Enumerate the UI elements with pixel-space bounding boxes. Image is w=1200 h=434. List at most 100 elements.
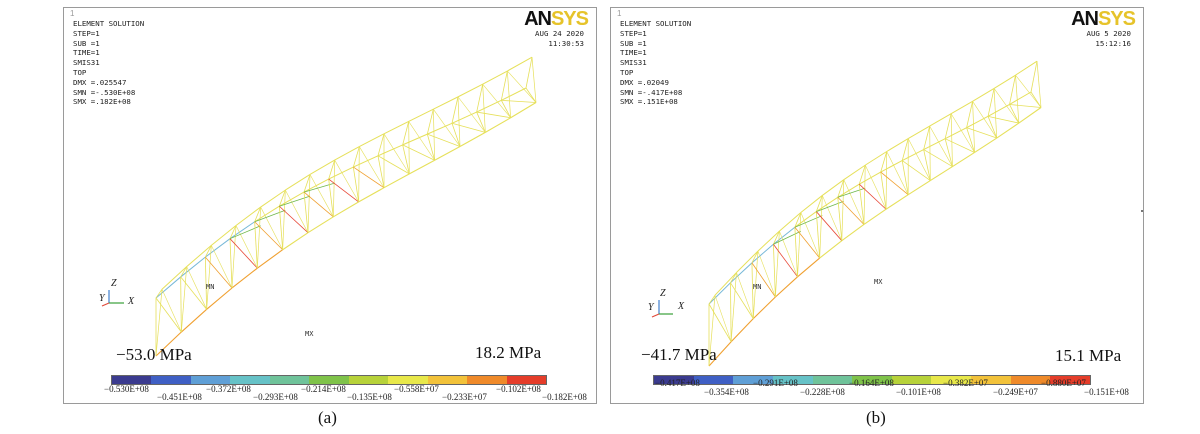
truss-member — [863, 165, 866, 225]
truss-member — [730, 272, 737, 284]
truss-member — [751, 262, 754, 319]
truss-member — [427, 133, 461, 147]
mx-marker: MX — [874, 278, 883, 286]
truss-member — [1018, 107, 1042, 124]
truss-member — [328, 159, 336, 180]
legend-color-swatch — [971, 376, 1011, 384]
truss-member — [229, 225, 237, 239]
legend-color-swatch — [812, 376, 853, 384]
axis-z-label: Z — [111, 278, 117, 289]
truss-member — [205, 238, 231, 258]
axis-triad — [651, 300, 673, 318]
truss-member — [457, 96, 486, 133]
truss-member — [987, 104, 1010, 117]
truss-member — [794, 212, 802, 228]
truss-member — [708, 294, 716, 305]
truss-member — [880, 171, 887, 210]
truss-member — [708, 295, 716, 367]
truss-member — [451, 111, 477, 124]
truss-member — [155, 297, 182, 333]
truss-member — [432, 109, 436, 161]
legend-color-swatch — [269, 376, 310, 384]
truss-member — [333, 201, 359, 218]
truss-member — [797, 212, 802, 277]
truss-member — [507, 70, 537, 103]
axis-triad — [101, 290, 124, 307]
legend-color-swatch — [852, 376, 892, 384]
legend-color-swatch — [931, 376, 972, 384]
truss-member — [841, 224, 865, 242]
info-line: STEP=1 — [73, 28, 100, 38]
legend-color-swatch — [309, 376, 349, 384]
truss-member — [506, 70, 512, 118]
truss-member — [358, 187, 385, 203]
legend-label: −0.293E+08 — [253, 392, 298, 402]
truss-member — [996, 122, 1020, 139]
legend-label: −0.102E+08 — [496, 384, 541, 394]
truss-member — [254, 205, 280, 223]
truss-member — [254, 221, 283, 251]
truss-member — [730, 272, 737, 342]
truss-member — [328, 179, 334, 217]
truss-member — [987, 115, 1019, 124]
truss-member — [923, 149, 953, 167]
truss-member — [155, 288, 163, 299]
truss-member — [993, 88, 1020, 124]
legend-color-swatch — [230, 376, 270, 384]
truss-member — [779, 212, 802, 232]
truss-member — [837, 197, 843, 241]
truss-member — [880, 151, 888, 173]
date-text: AUG 24 2020 — [535, 29, 584, 38]
mx-marker: MX — [305, 330, 314, 338]
truss-member — [525, 57, 533, 89]
truss-member — [451, 96, 459, 124]
truss-member — [459, 131, 486, 147]
truss-member — [929, 125, 953, 167]
truss-member — [180, 276, 182, 333]
truss-member — [426, 134, 436, 161]
truss-member — [819, 240, 843, 259]
truss-member — [204, 245, 212, 258]
legend-label: −0.382E+07 — [943, 378, 988, 388]
truss-member — [433, 109, 461, 147]
legend-label: −0.151E+08 — [1084, 387, 1129, 397]
legend-color-swatch — [388, 376, 428, 384]
truss-member — [773, 230, 780, 245]
contour-legend-bar — [653, 375, 1091, 385]
truss-member — [377, 155, 410, 175]
truss-member — [180, 266, 188, 278]
truss-member — [482, 84, 486, 133]
truss-member — [186, 266, 207, 310]
legend-color-swatch — [733, 376, 773, 384]
truss-member — [501, 87, 527, 101]
legend-color-swatch — [772, 376, 813, 384]
info-line: SMN =-.530E+08 — [73, 87, 136, 97]
truss-member — [285, 189, 309, 233]
truss-member — [359, 133, 385, 148]
truss-member — [353, 166, 385, 189]
truss-member — [822, 179, 845, 196]
truss-member — [1009, 75, 1016, 105]
truss-member — [708, 282, 731, 305]
truss-member — [950, 100, 973, 115]
truss-member — [309, 159, 335, 175]
min-stress-label: −41.7 MPa — [641, 345, 717, 364]
truss-member — [229, 225, 261, 240]
truss-member — [211, 225, 237, 246]
truss-member — [383, 133, 410, 175]
truss-member — [500, 100, 512, 118]
legend-color-swatch — [112, 376, 152, 384]
truss-member — [402, 133, 428, 146]
truss-member — [1036, 61, 1042, 108]
truss-member — [1015, 60, 1038, 76]
truss-member — [987, 88, 995, 117]
truss-member — [815, 195, 823, 212]
legend-label: −0.530E+08 — [104, 384, 149, 394]
truss-member — [822, 195, 843, 241]
truss-member — [303, 191, 334, 218]
truss-member — [377, 144, 403, 157]
truss-member — [950, 113, 953, 167]
truss-member — [482, 84, 511, 118]
truss-member — [730, 318, 754, 343]
truss-member — [426, 109, 434, 135]
